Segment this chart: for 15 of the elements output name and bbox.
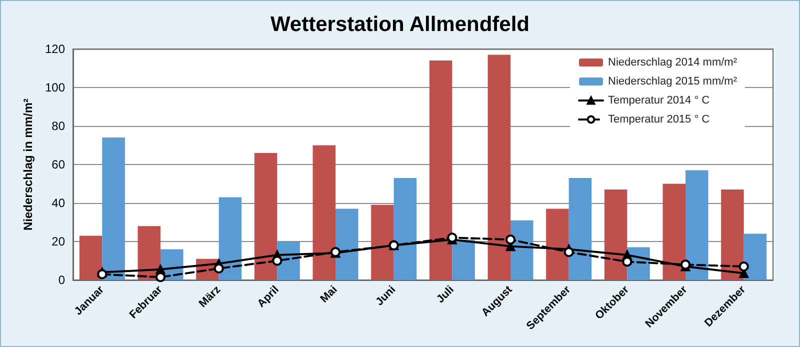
- x-tick-label: Mai: [318, 284, 340, 306]
- y-tick-label: 120: [44, 42, 66, 56]
- y-tick-label: 40: [52, 196, 66, 210]
- legend-label: Temperatur 2014 ° C: [608, 94, 710, 106]
- y-tick-label: 100: [44, 80, 66, 94]
- y-tick-label: 60: [52, 158, 66, 172]
- legend-label: Niederschlag 2014 mm/m²: [608, 56, 738, 68]
- chart-title: Wetterstation Allmendfeld: [270, 13, 530, 36]
- legend-label: Temperatur 2015 ° C: [608, 114, 710, 126]
- legend-label: Niederschlag 2015 mm/m²: [608, 76, 738, 88]
- x-tick-label: Juli: [434, 284, 456, 306]
- y-tick-label: 20: [52, 234, 66, 248]
- y-tick-label: 80: [52, 119, 66, 133]
- y-tick-label: 0: [58, 273, 66, 287]
- y-axis-title: Niederschlag in mm/m²: [21, 98, 36, 231]
